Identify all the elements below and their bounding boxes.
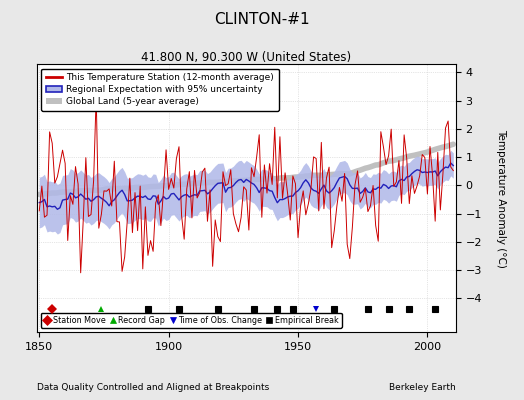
Title: 41.800 N, 90.300 W (United States): 41.800 N, 90.300 W (United States) <box>141 51 352 64</box>
Y-axis label: Temperature Anomaly (°C): Temperature Anomaly (°C) <box>496 128 506 268</box>
Text: Data Quality Controlled and Aligned at Breakpoints: Data Quality Controlled and Aligned at B… <box>37 383 269 392</box>
Text: Berkeley Earth: Berkeley Earth <box>389 383 456 392</box>
Text: CLINTON-#1: CLINTON-#1 <box>214 12 310 27</box>
Legend: Station Move, Record Gap, Time of Obs. Change, Empirical Break: Station Move, Record Gap, Time of Obs. C… <box>41 312 342 328</box>
